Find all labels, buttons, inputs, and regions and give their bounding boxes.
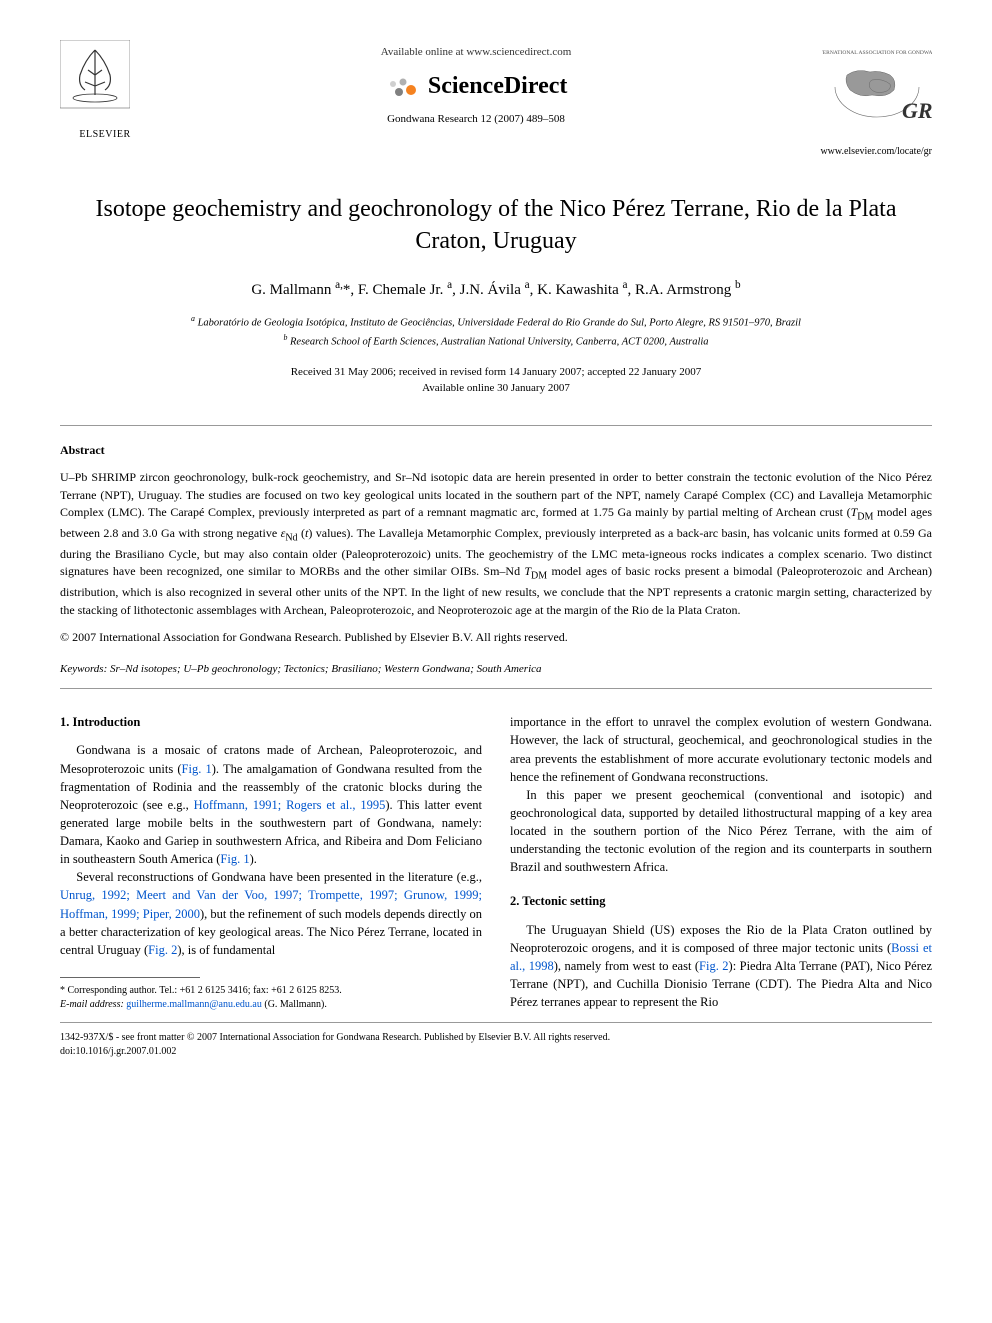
body-columns: 1. Introduction Gondwana is a mosaic of … — [60, 713, 932, 1012]
gr-assoc-text: INTERNATIONAL ASSOCIATION FOR GONDWANA — [822, 50, 932, 56]
locate-url: www.elsevier.com/locate/gr — [802, 145, 932, 160]
email-label: E-mail address: — [60, 999, 124, 1010]
journal-reference: Gondwana Research 12 (2007) 489–508 — [150, 112, 802, 128]
footnote-separator — [60, 977, 200, 978]
corresponding-email-line: E-mail address: guilherme.mallmann@anu.e… — [60, 998, 482, 1012]
gondwana-research-logo-icon: INTERNATIONAL ASSOCIATION FOR GONDWANA G… — [822, 40, 932, 135]
intro-paragraph-2: Several reconstructions of Gondwana have… — [60, 868, 482, 959]
footer-text: 1342-937X/$ - see front matter © 2007 In… — [60, 1031, 932, 1059]
affiliation-b: b Research School of Earth Sciences, Aus… — [60, 332, 932, 350]
email-address[interactable]: guilherme.mallmann@anu.edu.au — [126, 999, 262, 1010]
elsevier-logo-block: ELSEVIER — [60, 40, 150, 142]
sciencedirect-dots-icon — [385, 76, 425, 104]
intro-paragraph-3: In this paper we present geochemical (co… — [510, 786, 932, 877]
sciencedirect-logo: ScienceDirect — [150, 69, 802, 104]
corresponding-tel-fax: * Corresponding author. Tel.: +61 2 6125… — [60, 984, 482, 998]
page-header: ELSEVIER Available online at www.science… — [60, 40, 932, 159]
intro-continuation: importance in the effort to unravel the … — [510, 713, 932, 786]
divider-top — [60, 425, 932, 426]
intro-paragraph-1: Gondwana is a mosaic of cratons made of … — [60, 741, 482, 868]
available-online-date: Available online 30 January 2007 — [60, 380, 932, 397]
affiliation-a: a Laboratório de Geologia Isotópica, Ins… — [60, 313, 932, 331]
title-block: Isotope geochemistry and geochronology o… — [60, 194, 932, 256]
article-title: Isotope geochemistry and geochronology o… — [60, 194, 932, 256]
column-left: 1. Introduction Gondwana is a mosaic of … — [60, 713, 482, 1012]
section-2-heading: 2. Tectonic setting — [510, 892, 932, 910]
column-right: importance in the effort to unravel the … — [510, 713, 932, 1012]
elsevier-label: ELSEVIER — [60, 128, 150, 143]
article-dates: Received 31 May 2006; received in revise… — [60, 364, 932, 397]
received-date: Received 31 May 2006; received in revise… — [60, 364, 932, 381]
abstract-copyright: © 2007 International Association for Gon… — [60, 629, 932, 646]
keywords-values: Sr–Nd isotopes; U–Pb geochronology; Tect… — [110, 663, 542, 675]
section-1-heading: 1. Introduction — [60, 713, 482, 731]
divider-bottom — [60, 688, 932, 689]
keywords-label: Keywords: — [60, 663, 107, 675]
abstract-heading: Abstract — [60, 442, 932, 459]
corresponding-author-footnote: * Corresponding author. Tel.: +61 2 6125… — [60, 984, 482, 1012]
abstract-section: Abstract U–Pb SHRIMP zircon geochronolog… — [60, 442, 932, 646]
gr-label: GR — [902, 98, 932, 123]
keywords-line: Keywords: Sr–Nd isotopes; U–Pb geochrono… — [60, 662, 932, 678]
footer-doi: doi:10.1016/j.gr.2007.01.002 — [60, 1045, 932, 1059]
header-center: Available online at www.sciencedirect.co… — [150, 40, 802, 128]
affiliations: a Laboratório de Geologia Isotópica, Ins… — [60, 313, 932, 350]
sciencedirect-wordmark: ScienceDirect — [428, 73, 568, 99]
footer-separator — [60, 1022, 932, 1023]
abstract-text: U–Pb SHRIMP zircon geochronology, bulk-r… — [60, 469, 932, 619]
available-online-text: Available online at www.sciencedirect.co… — [150, 45, 802, 61]
elsevier-tree-icon — [60, 40, 130, 120]
tectonic-paragraph-1: The Uruguayan Shield (US) exposes the Ri… — [510, 921, 932, 1012]
email-suffix: (G. Mallmann). — [264, 999, 327, 1010]
footer-issn-copyright: 1342-937X/$ - see front matter © 2007 In… — [60, 1031, 932, 1045]
journal-logo-block: INTERNATIONAL ASSOCIATION FOR GONDWANA G… — [802, 40, 932, 159]
authors-line: G. Mallmann a,*, F. Chemale Jr. a, J.N. … — [60, 277, 932, 302]
